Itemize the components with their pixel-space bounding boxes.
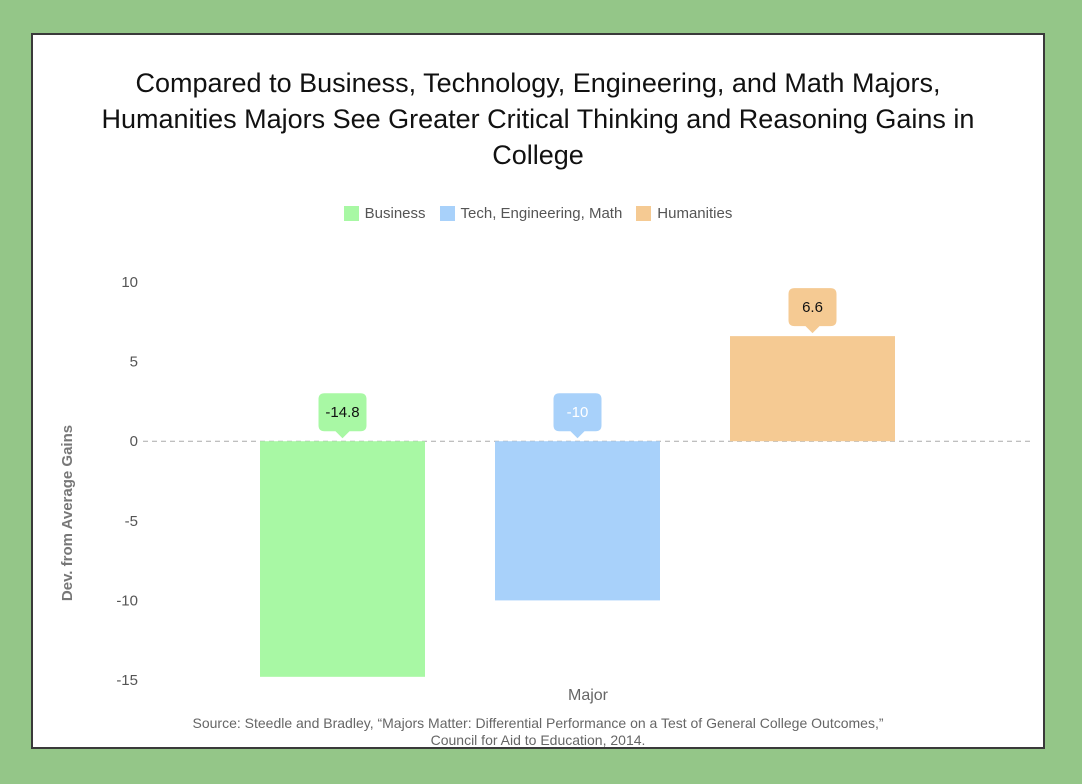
y-tick-label: 10 (121, 274, 138, 291)
y-tick-label: -15 (116, 672, 138, 689)
y-tick-label: 0 (130, 433, 138, 450)
source-note: Source: Steedle and Bradley, “Majors Mat… (33, 715, 1043, 749)
y-tick-label: -10 (116, 592, 138, 609)
title-line-2: Humanities Majors See Greater Critical T… (101, 104, 975, 134)
legend-label-tech: Tech, Engineering, Math (460, 205, 623, 222)
legend-item-tech[interactable]: Tech, Engineering, Math (439, 205, 623, 222)
x-axis-title: Major (568, 687, 609, 704)
data-label-humanities: 6.6 (788, 288, 837, 334)
chart-title: Compared to Business, Technology, Engine… (33, 65, 1043, 173)
legend: Business Tech, Engineering, Math Humanit… (33, 205, 1043, 222)
legend-swatch-business (343, 206, 359, 221)
legend-swatch-humanities (636, 206, 652, 221)
source-line-1: Source: Steedle and Bradley, “Majors Mat… (192, 715, 884, 731)
data-label-tech: -10 (553, 393, 602, 439)
y-tick-label: 5 (130, 354, 138, 371)
legend-label-business: Business (364, 205, 426, 222)
y-axis-title: Dev. from Average Gains (59, 425, 76, 601)
legend-label-humanities: Humanities (657, 205, 733, 222)
legend-swatch-tech (439, 206, 455, 221)
title-line-1: Compared to Business, Technology, Engine… (135, 68, 941, 98)
plot-area: 10 5 0 -5 -10 -15 -14.8 -10 6.6 Dev. from Avera… (59, 274, 1033, 704)
data-label-text: -14.8 (325, 404, 359, 421)
legend-item-business[interactable]: Business (343, 205, 426, 222)
title-line-3: College (492, 140, 584, 170)
data-label-text: -10 (567, 404, 589, 421)
data-label-text: 6.6 (802, 299, 823, 316)
chart-frame: Compared to Business, Technology, Engine… (31, 33, 1045, 749)
source-line-2: Council for Aid to Education, 2014. (430, 732, 646, 748)
data-label-business: -14.8 (318, 393, 367, 439)
bar-humanities[interactable] (730, 336, 895, 442)
bar-business[interactable] (260, 441, 425, 677)
bar-tech[interactable] (495, 441, 660, 601)
legend-item-humanities[interactable]: Humanities (636, 205, 732, 222)
y-tick-label: -5 (125, 513, 138, 530)
